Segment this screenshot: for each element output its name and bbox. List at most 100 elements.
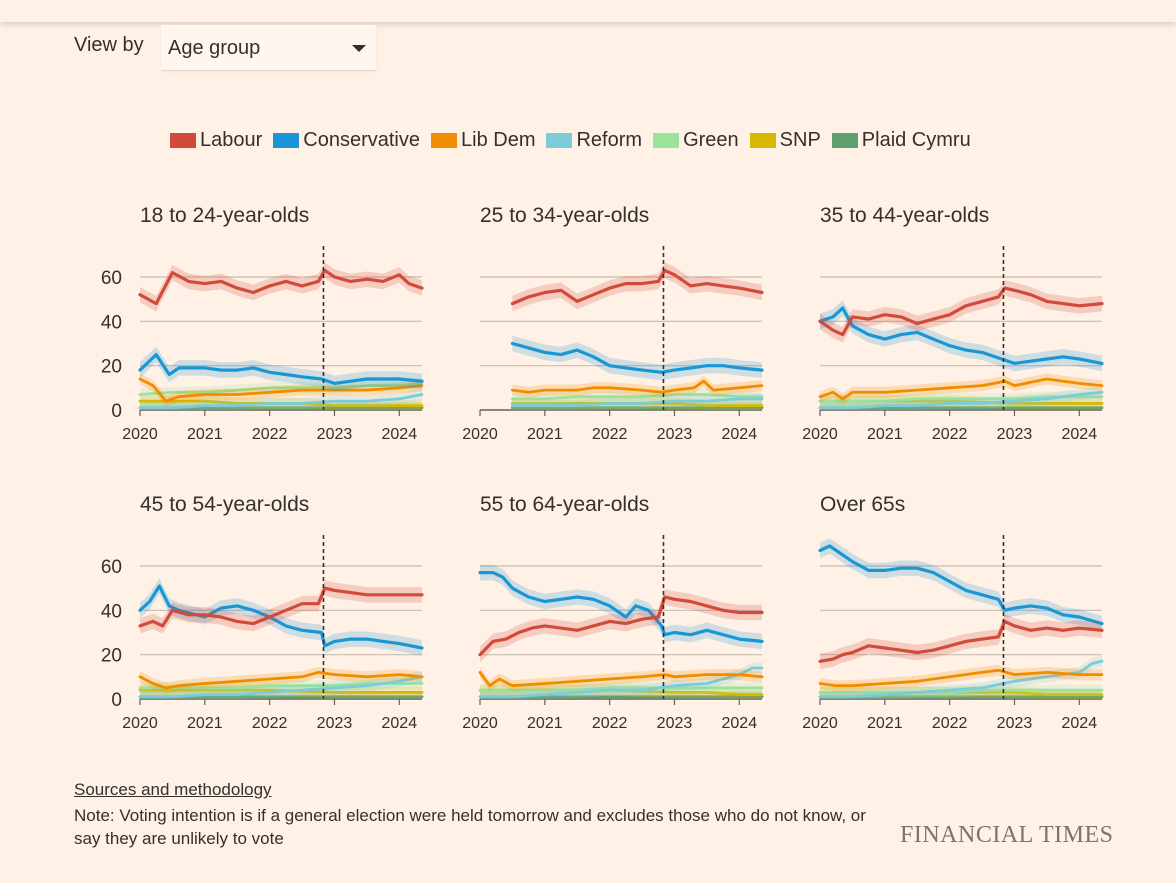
x-tick-label: 2021 — [527, 426, 563, 443]
series-band-lib-dem — [140, 666, 422, 694]
x-tick-label: 2023 — [317, 426, 353, 443]
series-line-snp — [138, 688, 424, 694]
chart-title: 55 to 64-year-olds — [480, 493, 649, 516]
age-group-select[interactable]: Age group — [161, 25, 376, 71]
y-tick-label: 60 — [101, 268, 122, 289]
series-band-reform — [820, 386, 1102, 410]
series-line-lib-dem — [818, 668, 1104, 688]
select-value: Age group — [168, 37, 261, 59]
series-line-conservative — [818, 544, 1104, 626]
y-tick-label: 20 — [101, 646, 122, 667]
series-line-conservative — [138, 584, 424, 650]
y-tick-label: 0 — [111, 690, 122, 711]
x-tick-label: 2022 — [932, 715, 968, 732]
x-tick-label: 2024 — [1062, 426, 1098, 443]
x-tick-label: 2020 — [462, 426, 498, 443]
chart-panel-2: 25 to 34-year-olds 2020 2021 2022 2023 2024 — [462, 204, 764, 443]
top-bar — [0, 0, 1176, 22]
x-tick-label: 2022 — [932, 426, 968, 443]
series-line-lib-dem — [818, 377, 1104, 401]
series-line-lib-dem — [511, 379, 764, 394]
series-line-green — [511, 393, 764, 401]
series-band-conservative — [480, 564, 762, 650]
series-line-labour — [818, 286, 1104, 337]
legend-label: SNP — [779, 128, 821, 151]
x-tick-label: 2022 — [252, 715, 288, 732]
x-tick-label: 2022 — [252, 426, 288, 443]
series-line-labour — [510, 268, 764, 306]
series-line-lib-dem — [478, 671, 764, 688]
legend-item-labour: Labour — [170, 129, 262, 152]
x-tick-label: 2023 — [317, 715, 353, 732]
series-line-reform — [818, 390, 1104, 410]
legend-swatch — [546, 132, 573, 148]
x-tick-label: 2024 — [722, 426, 758, 443]
series-line-conservative — [510, 341, 764, 374]
x-tick-label: 2021 — [187, 426, 223, 443]
sources-methodology-link[interactable]: Sources and methodology — [74, 780, 272, 799]
series-band-conservative — [140, 578, 422, 656]
series-band-conservative — [820, 538, 1102, 632]
series-band-labour — [480, 589, 762, 663]
small-multiples-charts: 18 to 24-year-olds 0 20 40 60 2020 2021 2022 202… — [101, 204, 1104, 732]
legend-label: Reform — [576, 128, 643, 151]
series-band-conservative — [512, 335, 762, 381]
series-line-reform — [138, 393, 424, 410]
x-tick-label: 2021 — [867, 426, 903, 443]
series-line-conservative — [138, 353, 424, 385]
series-line-lib-dem — [138, 377, 424, 403]
x-tick-label: 2021 — [867, 715, 903, 732]
y-tick-label: 40 — [101, 312, 122, 333]
financial-times-logo: FINANCIAL TIMES — [900, 822, 1114, 848]
x-tick-label: 2020 — [122, 426, 158, 443]
series-line-green — [138, 382, 424, 396]
series-band-reform — [480, 662, 762, 699]
chart-panel-6: Over 65s 2020 2021 2022 2023 2024 — [802, 493, 1104, 732]
series-band-lib-dem — [140, 373, 422, 407]
x-tick-label: 2022 — [592, 715, 628, 732]
x-tick-label: 2023 — [657, 715, 693, 732]
legend-item-snp: SNP — [749, 128, 821, 152]
legend-item-lib-dem: Lib Dem — [431, 129, 535, 152]
series-band-labour — [140, 262, 422, 312]
legend-swatch — [831, 132, 858, 148]
x-tick-label: 2022 — [592, 426, 628, 443]
series-line-labour — [138, 268, 424, 306]
x-tick-label: 2024 — [1062, 715, 1098, 732]
chart-title: Over 65s — [820, 493, 905, 516]
legend-label: Plaid Cymru — [861, 128, 971, 151]
chart-panel-1: 18 to 24-year-olds 0 20 40 60 2020 2021 2022 202… — [101, 204, 424, 443]
legend-label: Labour — [200, 128, 263, 151]
series-line-reform — [138, 675, 424, 699]
legend-swatch — [273, 132, 300, 148]
legend-swatch — [431, 132, 457, 148]
legend-item-green: Green — [653, 129, 739, 152]
series-line-reform — [511, 397, 764, 407]
x-tick-label: 2020 — [462, 715, 498, 732]
y-tick-label: 40 — [101, 601, 122, 622]
view-by-label: View by — [74, 34, 144, 56]
legend-label: Green — [683, 128, 739, 151]
series-line-labour — [138, 586, 424, 628]
chart-panel-5: 55 to 64-year-olds 2020 2021 2022 2023 2024 — [462, 493, 764, 732]
series-line-labour — [818, 619, 1104, 663]
chart-title: 25 to 34-year-olds — [480, 204, 649, 227]
series-band-conservative — [820, 300, 1102, 372]
y-tick-label: 60 — [101, 557, 122, 578]
legend-item-reform: Reform — [546, 129, 642, 152]
x-tick-label: 2020 — [122, 715, 158, 732]
legend-swatch — [170, 132, 196, 148]
x-tick-label: 2020 — [802, 426, 838, 443]
x-tick-label: 2021 — [187, 715, 223, 732]
chart-title: 18 to 24-year-olds — [140, 204, 309, 227]
legend-item-plaid-cymru: Plaid Cymru — [831, 128, 971, 152]
x-tick-label: 2024 — [382, 715, 418, 732]
series-line-conservative — [818, 306, 1104, 365]
series-line-conservative — [478, 571, 764, 643]
x-tick-label: 2023 — [657, 426, 693, 443]
methodology-note: Note: Voting intention is if a general e… — [74, 806, 866, 848]
chevron-down-icon[interactable] — [352, 45, 366, 52]
chart-title: 45 to 54-year-olds — [140, 493, 309, 516]
series-line-reform — [478, 666, 764, 699]
series-line-lib-dem — [138, 671, 424, 690]
